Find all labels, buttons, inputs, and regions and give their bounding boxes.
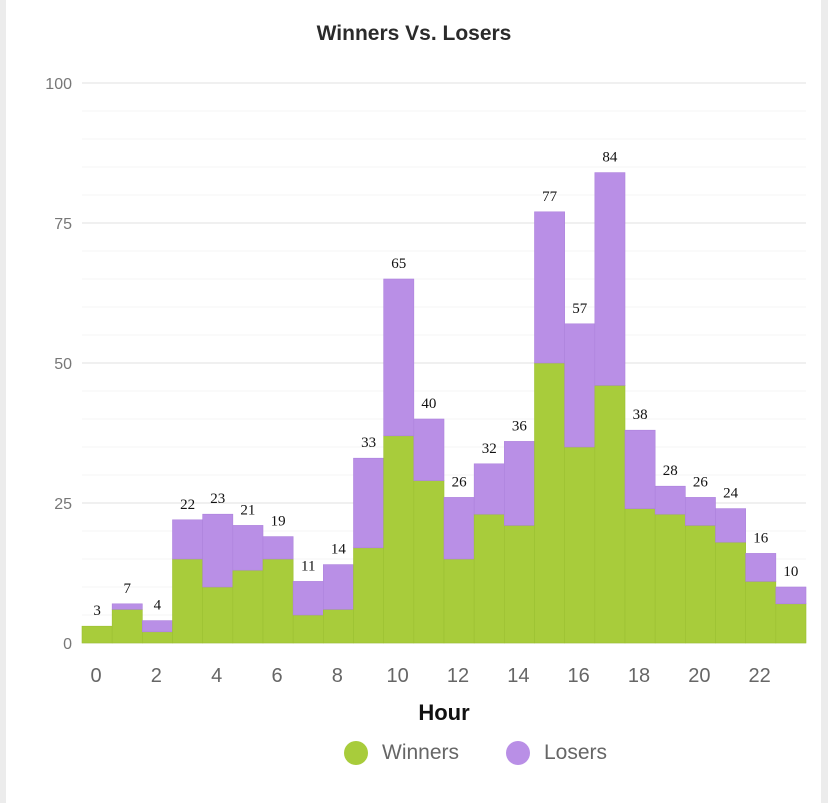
data-label-total: 32 xyxy=(482,441,497,457)
data-label-total: 7 xyxy=(124,581,132,597)
y-tick-label: 0 xyxy=(63,636,72,653)
data-label-total: 26 xyxy=(693,474,709,490)
y-tick-label: 25 xyxy=(54,496,72,513)
bar-winners xyxy=(715,541,746,644)
bar-losers xyxy=(413,418,445,481)
bar-winners xyxy=(473,513,505,644)
bar-losers xyxy=(534,211,565,364)
data-label-total: 36 xyxy=(512,418,528,434)
bar-losers xyxy=(172,519,203,560)
bar-winners xyxy=(202,586,234,644)
bar-losers xyxy=(624,429,656,509)
y-tick-label: 75 xyxy=(54,216,72,233)
bar-winners xyxy=(564,446,596,644)
bar-winners xyxy=(111,609,143,644)
bar-winners xyxy=(504,525,535,644)
data-label-total: 40 xyxy=(421,396,436,412)
bar-losers xyxy=(564,323,596,448)
bar-winners xyxy=(413,480,445,644)
x-tick-label: 14 xyxy=(507,665,529,687)
legend-label-winners: Winners xyxy=(382,741,460,764)
data-label-total: 33 xyxy=(361,435,376,451)
x-tick-label: 18 xyxy=(628,665,650,687)
bar-losers xyxy=(323,564,354,610)
x-tick-label: 2 xyxy=(151,665,162,687)
bar-winners xyxy=(654,513,686,644)
bar-losers xyxy=(111,603,143,610)
legend-swatch-losers xyxy=(506,741,530,765)
data-label-total: 21 xyxy=(240,502,255,518)
bar-losers xyxy=(504,441,535,526)
data-label-total: 38 xyxy=(633,407,648,423)
x-tick-label: 4 xyxy=(211,665,222,687)
data-label-total: 24 xyxy=(723,486,739,502)
x-tick-label: 6 xyxy=(271,665,282,687)
bar-winners xyxy=(775,603,807,644)
bar-losers xyxy=(443,497,475,560)
bar-losers xyxy=(353,457,384,549)
bar-losers xyxy=(262,536,294,560)
data-label-total: 28 xyxy=(663,463,678,479)
legend-label-losers: Losers xyxy=(544,741,608,764)
data-label-total: 10 xyxy=(783,564,798,580)
bar-winners xyxy=(624,508,656,644)
x-tick-label: 22 xyxy=(749,665,771,687)
bar-losers xyxy=(594,172,626,386)
legend-item-losers[interactable]: Losers xyxy=(506,738,607,768)
bar-winners xyxy=(383,435,415,644)
bar-winners xyxy=(292,614,324,644)
x-tick-label: 12 xyxy=(447,665,469,687)
bar-losers xyxy=(232,525,264,571)
bar-losers xyxy=(715,508,746,543)
data-label-total: 16 xyxy=(753,530,769,546)
data-label-total: 84 xyxy=(602,150,618,166)
data-label-total: 3 xyxy=(93,603,101,619)
y-tick-label: 100 xyxy=(45,76,72,93)
bar-losers xyxy=(775,586,807,605)
data-label-total: 19 xyxy=(271,514,286,530)
bar-winners xyxy=(172,558,203,644)
bar-winners xyxy=(443,558,475,644)
bar-losers xyxy=(202,513,234,588)
bar-winners xyxy=(745,581,777,644)
data-label-total: 22 xyxy=(180,497,195,513)
chart-title: Winners Vs. Losers xyxy=(316,22,512,45)
data-label-total: 11 xyxy=(301,558,315,574)
legend-swatch-winners xyxy=(344,741,368,765)
bar-winners xyxy=(323,609,354,644)
bar-losers xyxy=(292,581,324,616)
bar-winners xyxy=(142,631,173,644)
x-tick-label: 16 xyxy=(568,665,590,687)
bar-losers xyxy=(654,485,686,515)
bar-losers xyxy=(473,463,505,515)
x-tick-label: 8 xyxy=(332,665,343,687)
x-tick-label: 0 xyxy=(90,665,101,687)
data-label-total: 65 xyxy=(391,256,406,272)
data-label-total: 14 xyxy=(331,542,347,558)
bar-winners xyxy=(81,625,113,644)
y-tick-label: 50 xyxy=(54,356,72,373)
bar-winners xyxy=(685,525,716,644)
data-label-total: 77 xyxy=(542,189,558,205)
bar-winners xyxy=(262,558,294,644)
bar-winners xyxy=(232,569,264,644)
bar-losers xyxy=(383,278,415,437)
legend: Winners Losers xyxy=(0,738,828,768)
legend-item-winners[interactable]: Winners xyxy=(344,738,459,768)
x-tick-label: 10 xyxy=(387,665,409,687)
data-label-total: 23 xyxy=(210,491,225,507)
x-axis-title: Hour xyxy=(418,700,470,725)
bar-winners xyxy=(534,362,565,644)
bar-winners xyxy=(594,385,626,644)
x-tick-label: 20 xyxy=(688,665,710,687)
bar-losers xyxy=(142,620,173,633)
bar-winners xyxy=(353,547,384,644)
bar-losers xyxy=(685,497,716,526)
data-label-total: 26 xyxy=(452,474,468,490)
data-label-total: 4 xyxy=(154,598,162,614)
bar-losers xyxy=(745,553,777,582)
data-label-total: 57 xyxy=(572,301,588,317)
